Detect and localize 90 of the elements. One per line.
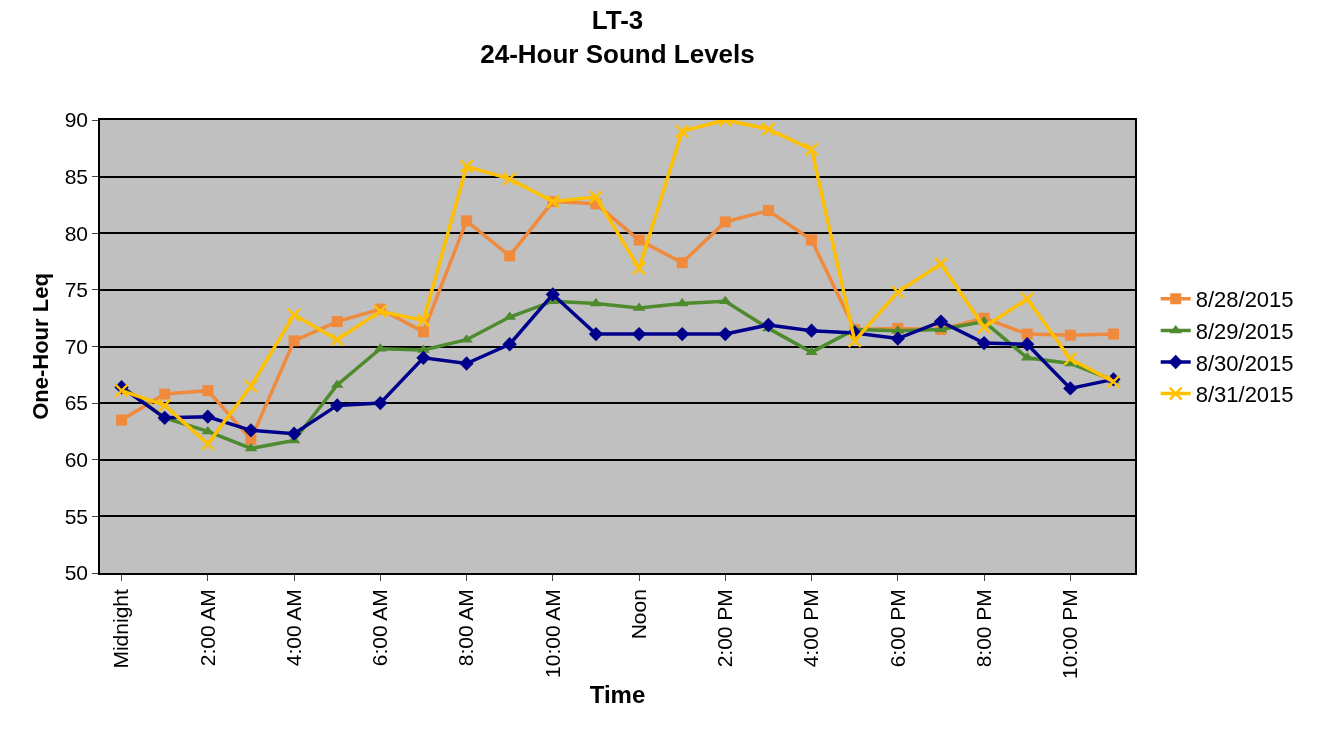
point: [1063, 381, 1078, 396]
x-tick-label: Noon: [626, 589, 650, 640]
point: [933, 314, 949, 329]
point: [200, 409, 215, 424]
point: [847, 333, 862, 349]
point: [243, 423, 259, 438]
point: [676, 257, 688, 269]
x-tick-label: 10:00 AM: [540, 589, 564, 678]
point: [504, 250, 516, 262]
y-axis-title: One-Hour Leq: [27, 273, 53, 420]
chart-title: LT-3: [591, 5, 644, 36]
point: [806, 234, 818, 246]
x-tick-label: Midnight: [109, 589, 133, 669]
legend-label: 8/29/2015: [1195, 318, 1294, 344]
point: [288, 335, 300, 347]
legend-label: 8/28/2015: [1195, 287, 1294, 313]
x-tick-label: 6:00 AM: [368, 589, 392, 667]
point: [631, 261, 647, 276]
y-tick-label: 85: [64, 164, 89, 188]
point: [116, 414, 128, 426]
point: [588, 189, 604, 205]
point: [373, 395, 388, 411]
y-tick-label: 70: [64, 334, 89, 358]
point: [762, 205, 774, 217]
y-tick-label: 55: [64, 504, 89, 528]
point: [933, 256, 949, 272]
point: [461, 215, 473, 227]
point: [718, 326, 733, 342]
chart-subtitle: 24-Hour Sound Levels: [480, 39, 755, 70]
x-tick-label: 6:00 PM: [885, 589, 909, 668]
point: [1064, 329, 1076, 341]
point: [675, 326, 690, 342]
point: [502, 337, 517, 352]
point: [201, 425, 215, 435]
point: [200, 436, 216, 452]
point: [459, 356, 474, 371]
x-tick-label: 8:00 AM: [454, 589, 478, 667]
legend-label: 8/30/2015: [1195, 350, 1294, 376]
x-tick-label: 4:00 PM: [799, 589, 823, 668]
point: [631, 326, 647, 342]
point: [502, 171, 517, 187]
x-tick-label: 8:00 PM: [971, 589, 995, 668]
point: [286, 426, 302, 441]
point: [244, 442, 258, 452]
point: [890, 331, 905, 346]
y-tick-label: 90: [64, 108, 89, 132]
point: [675, 297, 689, 307]
point: [804, 142, 819, 157]
point: [719, 216, 731, 228]
point: [976, 335, 992, 351]
x-tick-label: 2:00 AM: [195, 589, 219, 667]
x-axis-title: Time: [589, 680, 646, 708]
point: [330, 398, 345, 413]
point: [633, 234, 645, 246]
point: [545, 287, 560, 302]
point: [459, 159, 474, 174]
point: [589, 297, 603, 307]
x-tick-label: 2:00 PM: [713, 589, 737, 668]
point: [761, 121, 776, 137]
legend-label: 8/31/2015: [1195, 382, 1294, 408]
point: [1019, 291, 1035, 307]
point: [1107, 328, 1119, 340]
point: [890, 284, 906, 300]
x-tick-label: 10:00 PM: [1058, 589, 1082, 680]
point: [329, 332, 345, 347]
point: [1063, 351, 1078, 367]
point: [157, 398, 172, 413]
point: [416, 313, 431, 328]
point: [674, 124, 690, 139]
point: [202, 385, 214, 397]
point: [243, 378, 259, 394]
point: [331, 316, 343, 328]
point: [804, 323, 819, 338]
y-tick-label: 60: [64, 448, 89, 472]
point: [588, 326, 604, 342]
x-tick-label: 4:00 AM: [281, 589, 305, 667]
point: [976, 320, 992, 335]
y-tick-label: 80: [64, 221, 89, 245]
y-tick-label: 50: [64, 561, 89, 585]
point: [373, 304, 388, 319]
point: [1020, 337, 1035, 352]
point: [159, 388, 171, 400]
point: [286, 307, 302, 323]
y-tick-label: 65: [64, 391, 89, 415]
point: [416, 350, 431, 365]
y-tick-label: 75: [64, 278, 89, 302]
point: [417, 326, 429, 338]
point: [157, 410, 172, 425]
point: [1021, 328, 1033, 340]
point: [761, 317, 776, 333]
